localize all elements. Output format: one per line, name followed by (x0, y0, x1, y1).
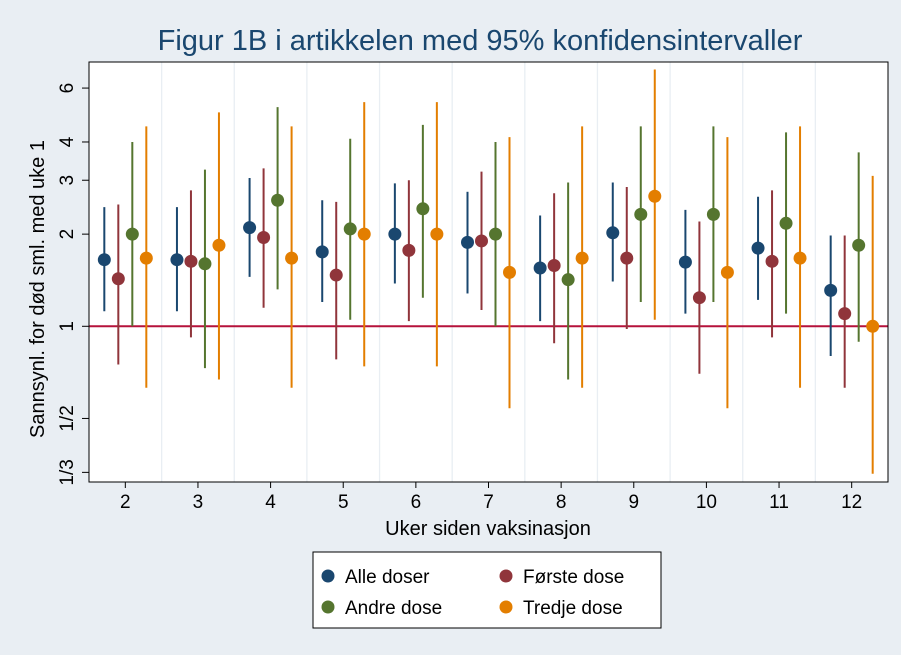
y-tick-label: 1 (57, 321, 78, 332)
x-tick-label: 5 (338, 492, 349, 513)
data-point (779, 216, 793, 230)
y-tick-label: 1/2 (57, 405, 78, 431)
data-point (606, 226, 620, 240)
data-point (648, 189, 662, 203)
data-point (751, 241, 765, 255)
series-1 (97, 178, 838, 356)
data-point (852, 238, 866, 252)
legend-marker (321, 569, 335, 583)
y-tick-label: 6 (57, 83, 78, 94)
legend-box (312, 551, 662, 629)
data-point (866, 319, 880, 333)
x-tick-label: 7 (483, 492, 494, 513)
data-point (489, 227, 502, 241)
data-point (416, 202, 430, 216)
legend-marker (321, 600, 335, 614)
x-tick-label: 10 (696, 492, 717, 513)
legend: Alle doser Første dose Andre dose Tredje do… (312, 551, 662, 629)
data-point (212, 238, 226, 252)
y-tick-label: 3 (57, 175, 78, 186)
data-point (475, 234, 488, 248)
data-point (243, 221, 257, 235)
data-point (824, 283, 838, 297)
data-point (357, 227, 371, 241)
x-tick-label: 9 (628, 492, 639, 513)
plot-area (89, 62, 888, 482)
data-point (720, 265, 734, 279)
series-3 (125, 107, 866, 380)
data-point (170, 253, 184, 267)
data-point (402, 243, 416, 257)
data-point (838, 307, 852, 321)
data-point (329, 268, 343, 282)
data-point (285, 251, 299, 265)
data-point (620, 251, 634, 265)
data-point (692, 291, 706, 305)
data-point (271, 193, 285, 207)
legend-label: Første dose (523, 567, 624, 588)
data-point (461, 235, 474, 249)
y-tick-label: 2 (57, 229, 78, 240)
data-point (706, 207, 720, 221)
x-tick-label: 2 (120, 492, 131, 513)
data-point (765, 254, 779, 268)
data-point (575, 251, 589, 265)
y-tick-label: 4 (57, 136, 78, 147)
data-point (430, 227, 444, 241)
legend-label: Andre dose (345, 598, 442, 619)
x-tick-label: 12 (841, 492, 862, 513)
series-4 (139, 69, 880, 474)
data-point (315, 245, 329, 259)
x-tick-label: 8 (556, 492, 567, 513)
data-point (97, 253, 111, 267)
data-point (198, 257, 212, 271)
data-point (139, 251, 153, 265)
data-point (547, 258, 561, 272)
legend-marker (499, 569, 513, 583)
x-tick-label: 6 (411, 492, 422, 513)
x-tick-label: 11 (769, 492, 789, 513)
data-point (503, 265, 516, 279)
data-point (634, 207, 648, 221)
series-layer (97, 69, 880, 474)
x-tick-label: 4 (265, 492, 276, 513)
y-tick-label: 1/3 (57, 459, 78, 485)
data-point (111, 272, 125, 286)
series-2 (111, 168, 852, 388)
legend-marker (499, 600, 513, 614)
data-point (257, 231, 271, 245)
chart-title: Figur 1B i artikkelen med 95% konfidensi… (158, 25, 803, 57)
data-point (184, 254, 198, 268)
data-point (388, 227, 402, 241)
data-point (793, 251, 807, 265)
data-point (125, 227, 139, 241)
x-axis-label: Uker siden vaksinasjon (385, 518, 591, 540)
legend-label: Tredje dose (523, 598, 623, 619)
y-axis-label: Sannsynl. for død sml. med uke 1 (27, 140, 49, 438)
category-separators (160, 62, 817, 482)
x-tick-label: 3 (193, 492, 204, 513)
data-point (561, 273, 575, 287)
data-point (533, 261, 547, 275)
legend-label: Alle doser (345, 567, 430, 588)
data-point (678, 255, 692, 269)
data-point (343, 222, 357, 236)
